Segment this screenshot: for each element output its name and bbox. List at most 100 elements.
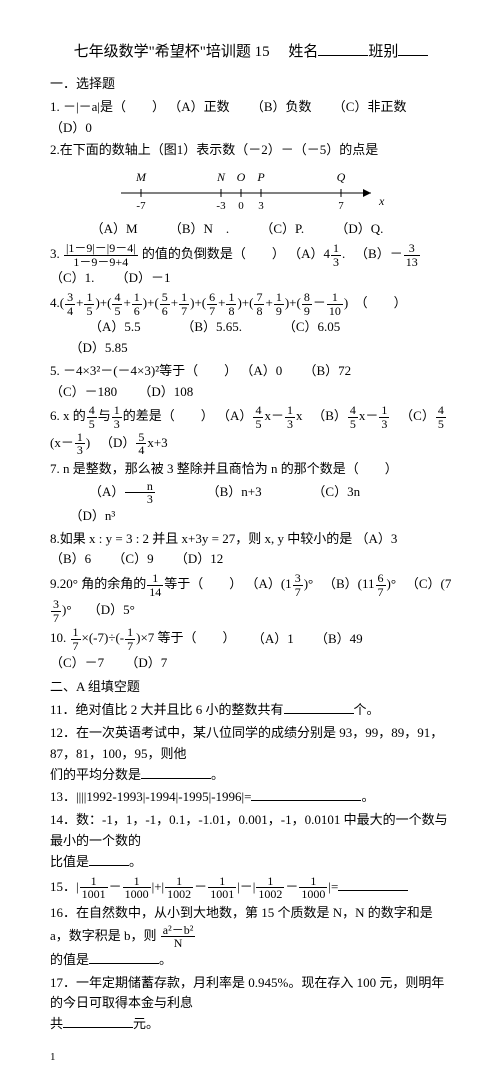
q3: 3. |1－9|－|9－4| 1－9－9+4 的值的负倒数是（ ） （A）413… — [50, 242, 452, 289]
q3-B-n: 3 — [404, 242, 420, 256]
f: 3 — [112, 418, 122, 431]
q5-C: （C）－180 — [50, 382, 117, 403]
q2-stem: 2.在下面的数轴上（图1）表示数（－2）－（－5）的点是 — [50, 140, 452, 161]
q14-blank[interactable] — [89, 853, 129, 866]
f: 4 — [65, 305, 75, 318]
q1-D: （D）0 — [50, 118, 92, 139]
q2-C: （C）P. — [260, 219, 304, 240]
q14-b: 比值是 — [50, 854, 89, 869]
f: 9 — [302, 305, 312, 318]
q11-a: 11．绝对值比 2 大并且比 6 小的整数共有 — [50, 702, 284, 717]
q2-B: （B）N . — [169, 219, 229, 240]
q7-B: （B）n+3 — [187, 482, 262, 503]
t: （C） — [407, 408, 435, 423]
q17-blank[interactable] — [63, 1015, 133, 1028]
t: （C）(7 — [412, 576, 451, 591]
t: )° — [304, 576, 314, 591]
q8-A: （A）3 — [355, 529, 397, 550]
q3-bigfrac: |1－9|－|9－4| 1－9－9+4 — [64, 242, 138, 268]
q7-A: （A）n3 — [70, 480, 156, 506]
q5-A: （A）0 — [240, 361, 282, 382]
q16-blank[interactable] — [89, 951, 159, 964]
q4-opts: （A）5.5 （B）5.65. （C）6.05 （D）5.85 — [50, 317, 452, 359]
q11-blank[interactable] — [284, 701, 354, 714]
q12-c: 。 — [211, 767, 224, 782]
f: 1 — [179, 291, 189, 305]
q3-B-d: 13 — [404, 256, 420, 269]
f: 7 — [207, 305, 217, 318]
q1-B: （B）负数 — [251, 97, 312, 118]
q12: 12．在一次英语考试中，某八位同学的成绩分别是 93，99，89，91，87，8… — [50, 723, 452, 785]
f: N — [161, 937, 196, 950]
q16: 16．在自然数中，从小到大地数，第 15 个质数是 N，N 的数字和是 a，数字… — [50, 903, 452, 971]
f: 5 — [160, 291, 170, 305]
f: 1 — [165, 875, 193, 889]
f: 1 — [285, 404, 295, 418]
q3-A-n: 1 — [331, 242, 341, 256]
f: 8 — [226, 305, 236, 318]
f: 1 — [112, 404, 122, 418]
f: 8 — [302, 291, 312, 305]
svg-text:0: 0 — [238, 200, 244, 212]
f: 6 — [207, 291, 217, 305]
f: 3 — [65, 291, 75, 305]
f: 1 — [75, 431, 85, 445]
q2-A: （A）M — [91, 219, 138, 240]
f: 1001 — [208, 888, 236, 901]
f: 1 — [84, 291, 94, 305]
q4-lead: 4.( — [50, 295, 64, 310]
f: 4 — [348, 404, 358, 418]
f: 4 — [136, 444, 146, 457]
t: )° — [387, 576, 397, 591]
q5-stem: 5. －4×3²－(－4×3)²等于（ ） — [50, 363, 237, 378]
q9-B: （B）(1167)° — [329, 576, 396, 591]
f: 1 — [379, 404, 389, 418]
t: (x－ — [50, 435, 74, 450]
t: （A） — [89, 484, 124, 499]
f: 1 — [71, 626, 81, 640]
q1: 1. －|－a|是（ ） （A）正数 （B）负数 （C）非正数 （D）0 — [50, 97, 452, 139]
q10-C: （C）－7 — [50, 653, 104, 674]
f: 1 — [226, 291, 236, 305]
f: 9 — [274, 305, 284, 318]
q16-b: 的值是 — [50, 952, 89, 967]
f: 1 — [274, 291, 284, 305]
svg-text:Q: Q — [337, 170, 346, 184]
f: 1 — [125, 626, 135, 640]
class-blank[interactable] — [398, 43, 428, 56]
f: 3 — [293, 572, 303, 586]
q1-stem: 1. －|－a|是（ ） — [50, 99, 165, 114]
q11-b: 个。 — [354, 702, 380, 717]
f: 5 — [84, 305, 94, 318]
q15-blank[interactable] — [338, 878, 408, 891]
f: 1 — [327, 291, 343, 305]
title-main: 七年级数学"希望杯"培训题 15 — [74, 44, 270, 60]
f: 7 — [179, 305, 189, 318]
q4: 4.(34+15)+(45+16)+(56+17)+(67+18)+(78+19… — [50, 291, 452, 359]
f: a²－b² — [161, 924, 196, 938]
f: n — [125, 480, 155, 494]
f: 5 — [436, 418, 446, 431]
section-1-heading: 一．选择题 — [50, 74, 452, 95]
f: 5 — [348, 418, 358, 431]
q8-B: （B）6 — [50, 549, 91, 570]
t: x — [296, 408, 303, 423]
name-blank[interactable] — [318, 43, 368, 56]
q12-blank[interactable] — [141, 766, 211, 779]
t: 与 — [98, 408, 111, 423]
q16-a: 16．在自然数中，从小到大地数，第 15 个质数是 N，N 的数字和是 a，数字… — [50, 905, 433, 943]
q12-a: 12．在一次英语考试中，某八位同学的成绩分别是 93，99，89，91，87，8… — [50, 723, 452, 765]
q17-b: 共 — [50, 1016, 63, 1031]
q8-stem: 8.如果 x : y = 3 : 2 并且 x+3y = 27，则 x, y 中… — [50, 531, 352, 546]
q3-B-pre: （B）－ — [362, 246, 403, 261]
svg-text:N: N — [216, 170, 226, 184]
t: （B） — [319, 408, 347, 423]
q3-A-pre: （A）4 — [288, 246, 330, 261]
t: ) — [86, 435, 90, 450]
q4-D: （D）5.85 — [50, 338, 128, 359]
q10-lead: 10. — [50, 631, 70, 646]
q13-blank[interactable] — [251, 788, 361, 801]
t: )° — [62, 602, 72, 617]
f: 3 — [379, 418, 389, 431]
f: 7 — [293, 586, 303, 599]
